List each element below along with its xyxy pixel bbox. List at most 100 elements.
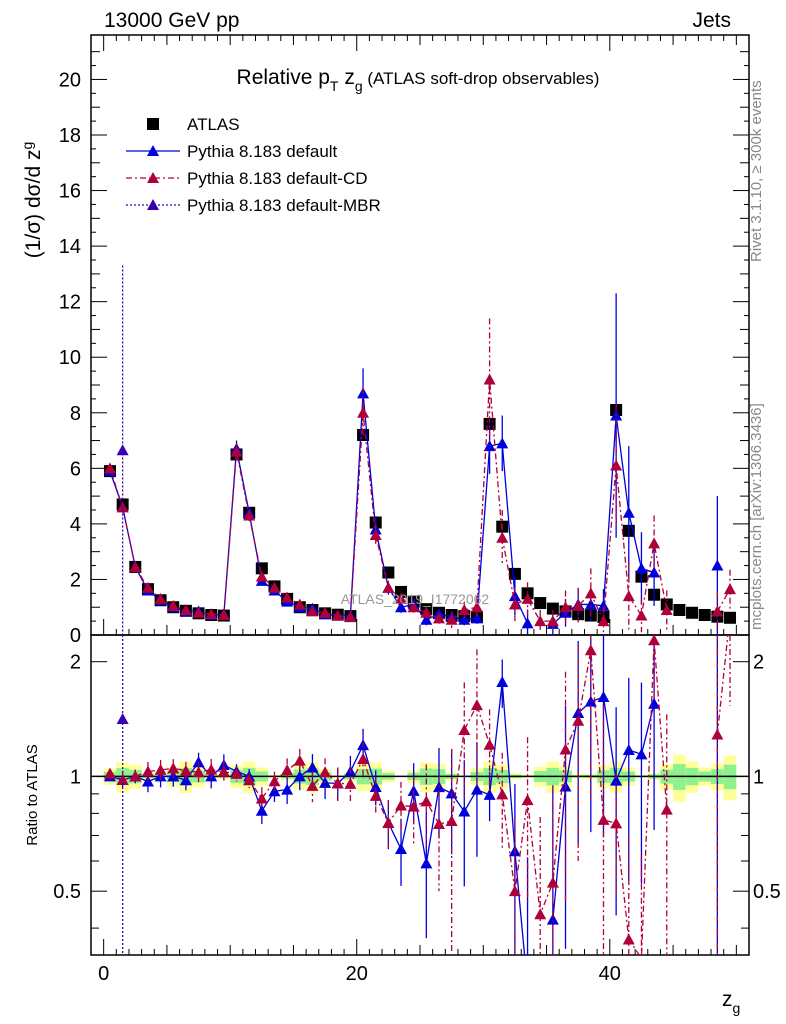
series-point	[496, 531, 509, 543]
ratio-point	[597, 691, 610, 703]
atlas-point	[724, 611, 737, 624]
ratio-point	[407, 800, 420, 812]
xlabel-sub: g	[733, 1000, 741, 1016]
ratio-point	[496, 788, 509, 800]
series-point	[357, 406, 370, 418]
ratio-point	[331, 777, 344, 789]
series-point	[281, 591, 294, 603]
legend-label: Pythia 8.183 default-CD	[187, 169, 368, 188]
series-point	[622, 506, 635, 518]
ratio-point	[660, 803, 673, 815]
ratio-y-tick-label-right: 2	[753, 652, 764, 674]
ratio-point	[319, 766, 332, 778]
legend-marker-atlas	[147, 118, 159, 130]
ratio-y-tick-label-right: 1	[753, 766, 764, 788]
series-point	[724, 583, 737, 595]
series-line	[716, 588, 731, 612]
series-point	[572, 599, 585, 611]
series-point	[445, 613, 458, 625]
ratio-point	[597, 813, 610, 825]
ratio-point	[432, 818, 445, 830]
ratio-point	[293, 770, 306, 782]
legend-marker	[147, 199, 159, 210]
x-tick-label: 20	[346, 963, 368, 985]
ratio-series	[103, 635, 731, 955]
series-point	[648, 537, 661, 549]
ratio-point	[382, 816, 395, 828]
series-point	[521, 617, 534, 629]
series-point	[610, 459, 623, 471]
data-series	[103, 265, 737, 635]
ratio-point	[255, 792, 268, 804]
series-point	[597, 615, 610, 627]
series-point	[458, 604, 471, 615]
ratio-point	[496, 675, 509, 687]
y-tick-label: 12	[59, 292, 81, 314]
ratio-point	[521, 794, 534, 806]
y-axis-label: (1/σ) dσ/d zg	[19, 142, 45, 259]
ratio-point	[357, 752, 370, 764]
ratio-point	[281, 783, 294, 795]
title-rest: (ATLAS soft-drop observables)	[363, 69, 600, 88]
title-main: Relative p	[237, 66, 330, 89]
atlas-point	[508, 567, 521, 580]
series-point	[635, 609, 648, 621]
y-tick-label: 16	[59, 181, 81, 203]
atlas-point	[546, 602, 559, 615]
ratio-point	[534, 908, 547, 920]
ratio-point	[306, 779, 319, 791]
y-tick-label: 0	[70, 625, 81, 647]
ratio-point	[483, 738, 496, 750]
series-point	[243, 509, 256, 521]
ratio-line	[109, 640, 668, 955]
ratio-point	[470, 783, 483, 795]
header-left: 13000 GeV pp	[104, 9, 239, 32]
series-point	[319, 606, 332, 618]
ratio-point	[648, 697, 661, 709]
ratio-y-tick-label-right: 0.5	[753, 881, 781, 903]
series-point	[179, 604, 192, 615]
series-point	[192, 606, 205, 618]
ratio-point	[395, 842, 408, 854]
ratio-point	[622, 933, 635, 945]
header-right: Jets	[692, 9, 731, 32]
rivet-label: Rivet 3.1.10, ≥ 300k events	[748, 80, 765, 262]
ratio-point	[369, 789, 382, 801]
series-point	[508, 590, 521, 602]
atlas-point	[255, 562, 268, 575]
ratio-point	[154, 763, 167, 775]
ratio-y-tick-label: 1	[70, 766, 81, 788]
atlas-point	[673, 604, 686, 616]
ratio-point	[445, 815, 458, 827]
ratio-point	[458, 724, 471, 736]
ratio-point	[129, 770, 142, 782]
series-point	[103, 462, 116, 474]
ratio-point	[572, 714, 585, 726]
y-tick-label: 6	[70, 458, 81, 480]
ratio-point	[458, 805, 471, 817]
ratio-point	[344, 777, 357, 789]
atlas-point	[686, 606, 699, 619]
x-tick-label: 0	[98, 963, 109, 985]
ratio-point	[711, 728, 724, 740]
ratio-point	[141, 765, 154, 777]
series-point	[293, 598, 306, 610]
ratio-point	[230, 767, 243, 779]
series-point	[129, 560, 142, 572]
series-point	[635, 562, 648, 574]
y-tick-label: 8	[70, 403, 81, 425]
series-point	[496, 437, 509, 449]
ylabel-sub: g	[19, 142, 35, 150]
ratio-point	[420, 857, 433, 869]
ratio-point	[179, 764, 192, 776]
y-tick-label: 10	[59, 347, 81, 369]
series-point	[382, 581, 395, 593]
series-point	[508, 598, 521, 610]
ratio-point	[243, 774, 256, 786]
series-point	[205, 608, 218, 620]
ratio-point	[281, 764, 294, 776]
ratio-point	[483, 788, 496, 800]
atlas-point	[395, 585, 408, 598]
